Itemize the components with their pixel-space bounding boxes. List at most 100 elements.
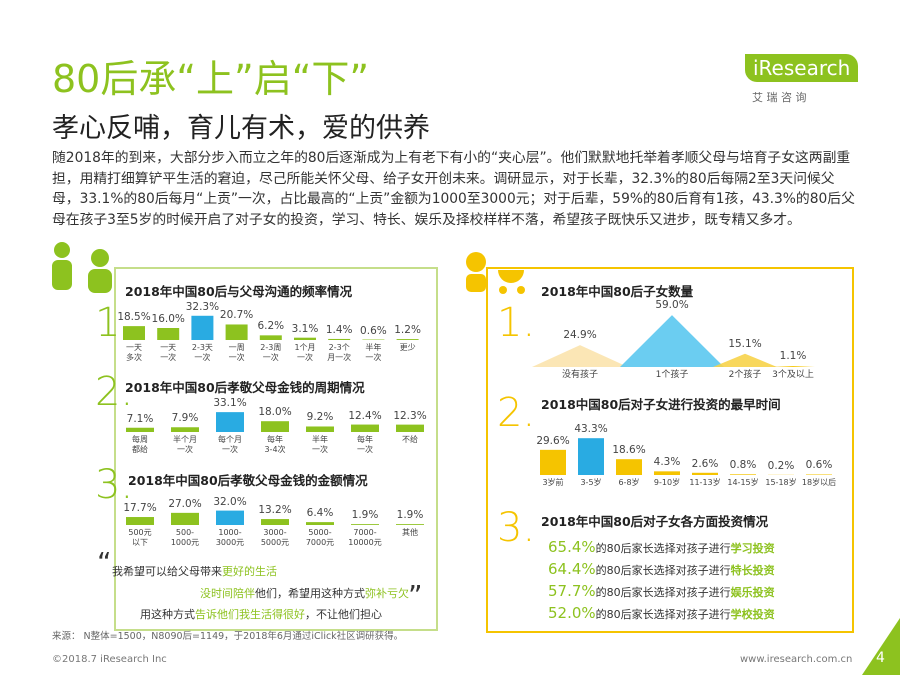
- stat-category: 特长投资: [730, 564, 775, 577]
- stat-category: 娱乐投资: [730, 586, 775, 599]
- value-label: 2.6%: [691, 457, 719, 470]
- chart-title: 2018年中国80后孝敬父母金钱的金额情况: [128, 473, 368, 488]
- stat-category: 学习投资: [730, 542, 775, 555]
- stat-value: 52.0%: [548, 604, 596, 622]
- category-label: 每周 都给: [132, 435, 148, 454]
- bar: [126, 427, 154, 432]
- value-label: 17.7%: [123, 502, 157, 515]
- stat-text: 的80后家长选择对孩子进行: [595, 564, 731, 577]
- stat-text: 的80后家长选择对孩子进行: [595, 542, 731, 555]
- bar: [216, 412, 244, 432]
- bar: [328, 338, 351, 340]
- quote-mark: “: [97, 546, 112, 579]
- bar: [216, 510, 244, 525]
- bar: [261, 519, 289, 525]
- category-label: 500元 以下: [128, 528, 152, 547]
- category-label: 15-18岁: [765, 478, 797, 487]
- category-label: 3000- 5000元: [260, 528, 290, 547]
- bar: [730, 474, 756, 475]
- category-label: 1000- 3000元: [215, 528, 245, 547]
- bar: [616, 459, 642, 475]
- value-label: 1.9%: [351, 509, 379, 522]
- value-label: 12.3%: [393, 409, 427, 422]
- value-label: 24.9%: [563, 329, 597, 342]
- quote-part: 我希望可以给父母带来: [112, 565, 222, 578]
- value-label: 32.3%: [185, 300, 220, 313]
- category-label: 11-13岁: [689, 478, 721, 487]
- quote-part: 更好的生活: [222, 565, 277, 578]
- stat-row: 65.4%的80后家长选择对孩子进行学习投资: [548, 538, 775, 556]
- copyright: ©2018.7 iResearch Inc: [52, 654, 167, 665]
- value-label: 0.8%: [729, 459, 757, 472]
- value-label: 0.6%: [805, 459, 833, 472]
- intro-text: 随2018年的到来，大部分步入而立之年的80后逐渐成为上有老下有小的“夹心层”。…: [52, 150, 855, 228]
- section-number: 3.: [497, 505, 536, 551]
- bar: [126, 517, 154, 525]
- category-label: 1个月 一次: [294, 343, 316, 362]
- category-label: 一天 一次: [160, 343, 177, 362]
- value-label: 20.7%: [219, 309, 254, 322]
- bar: [806, 474, 832, 475]
- value-label: 1.1%: [779, 350, 807, 363]
- category-label: 不给: [402, 435, 418, 444]
- quote-part: ，不让他们担心: [305, 608, 382, 621]
- bar: [171, 427, 199, 432]
- value-label: 1.9%: [396, 509, 424, 522]
- bar: [306, 522, 334, 525]
- category-label: 每年 一次: [357, 435, 373, 454]
- category-label: 9-10岁: [653, 478, 681, 487]
- value-label: 33.1%: [213, 397, 247, 410]
- stat-value: 57.7%: [548, 582, 596, 600]
- value-label: 1.4%: [325, 323, 353, 336]
- quote-part: 他们，希望用这种方式: [255, 587, 365, 600]
- bar: [351, 424, 379, 432]
- logo: iResearch: [745, 54, 859, 82]
- quote: 我希望可以给父母带来更好的生活: [112, 563, 277, 579]
- bar: [351, 524, 379, 525]
- value-label: 3.1%: [291, 322, 319, 335]
- category-label: 2-3个 月一次: [327, 343, 352, 362]
- chart-title: 2018中国80后对子女进行投资的最早时间: [541, 397, 781, 412]
- bar: [191, 315, 214, 340]
- value-label: 0.2%: [767, 459, 795, 472]
- page-subtitle: 孝心反哺，育儿有术，爱的供养: [52, 113, 430, 144]
- category-label: 半个月 一次: [173, 435, 197, 454]
- value-label: 29.6%: [536, 434, 570, 447]
- value-label: 59.0%: [655, 299, 689, 312]
- category-label: 一周 一次: [228, 343, 245, 362]
- category-label: 5000- 7000元: [305, 528, 335, 547]
- website: www.iresearch.com.cn: [740, 654, 853, 665]
- bar: [396, 339, 419, 340]
- chart-title: 2018年中国80后与父母沟通的频率情况: [125, 284, 353, 299]
- category-label: 没有孩子: [561, 370, 599, 380]
- category-label: 其他: [402, 528, 418, 537]
- category-label: 一天 多次: [126, 343, 142, 362]
- quote-part: 没时间陪伴: [200, 587, 255, 600]
- category-label: 3-5岁: [580, 478, 602, 487]
- value-label: 6.2%: [257, 320, 285, 333]
- value-label: 32.0%: [213, 495, 247, 508]
- quote: 没时间陪伴他们，希望用这种方式弥补亏欠: [200, 585, 409, 601]
- value-label: 12.4%: [348, 409, 382, 422]
- peak: [771, 366, 815, 367]
- page-number: 4: [876, 650, 885, 666]
- chart-title: 2018年中国80后子女数量: [541, 284, 694, 299]
- category-label: 半年 一次: [312, 435, 328, 454]
- category-label: 14-15岁: [727, 478, 759, 487]
- stat-row: 57.7%的80后家长选择对孩子进行娱乐投资: [548, 582, 775, 600]
- stat-value: 64.4%: [548, 560, 596, 578]
- bar: [578, 438, 604, 475]
- category-label: 2个孩子: [728, 370, 762, 380]
- category-label: 每年 3-4次: [264, 435, 286, 454]
- category-label: 1个孩子: [655, 370, 689, 380]
- section-number: 1.: [95, 300, 134, 346]
- section-number: 1.: [497, 300, 536, 346]
- bar: [123, 326, 145, 340]
- quote-part: 弥补亏欠: [365, 587, 409, 600]
- quote-part: 告诉他们我生活得很好: [195, 608, 305, 621]
- peak: [532, 345, 628, 367]
- category-label: 3个及以上: [772, 370, 814, 380]
- value-label: 7.9%: [171, 412, 199, 425]
